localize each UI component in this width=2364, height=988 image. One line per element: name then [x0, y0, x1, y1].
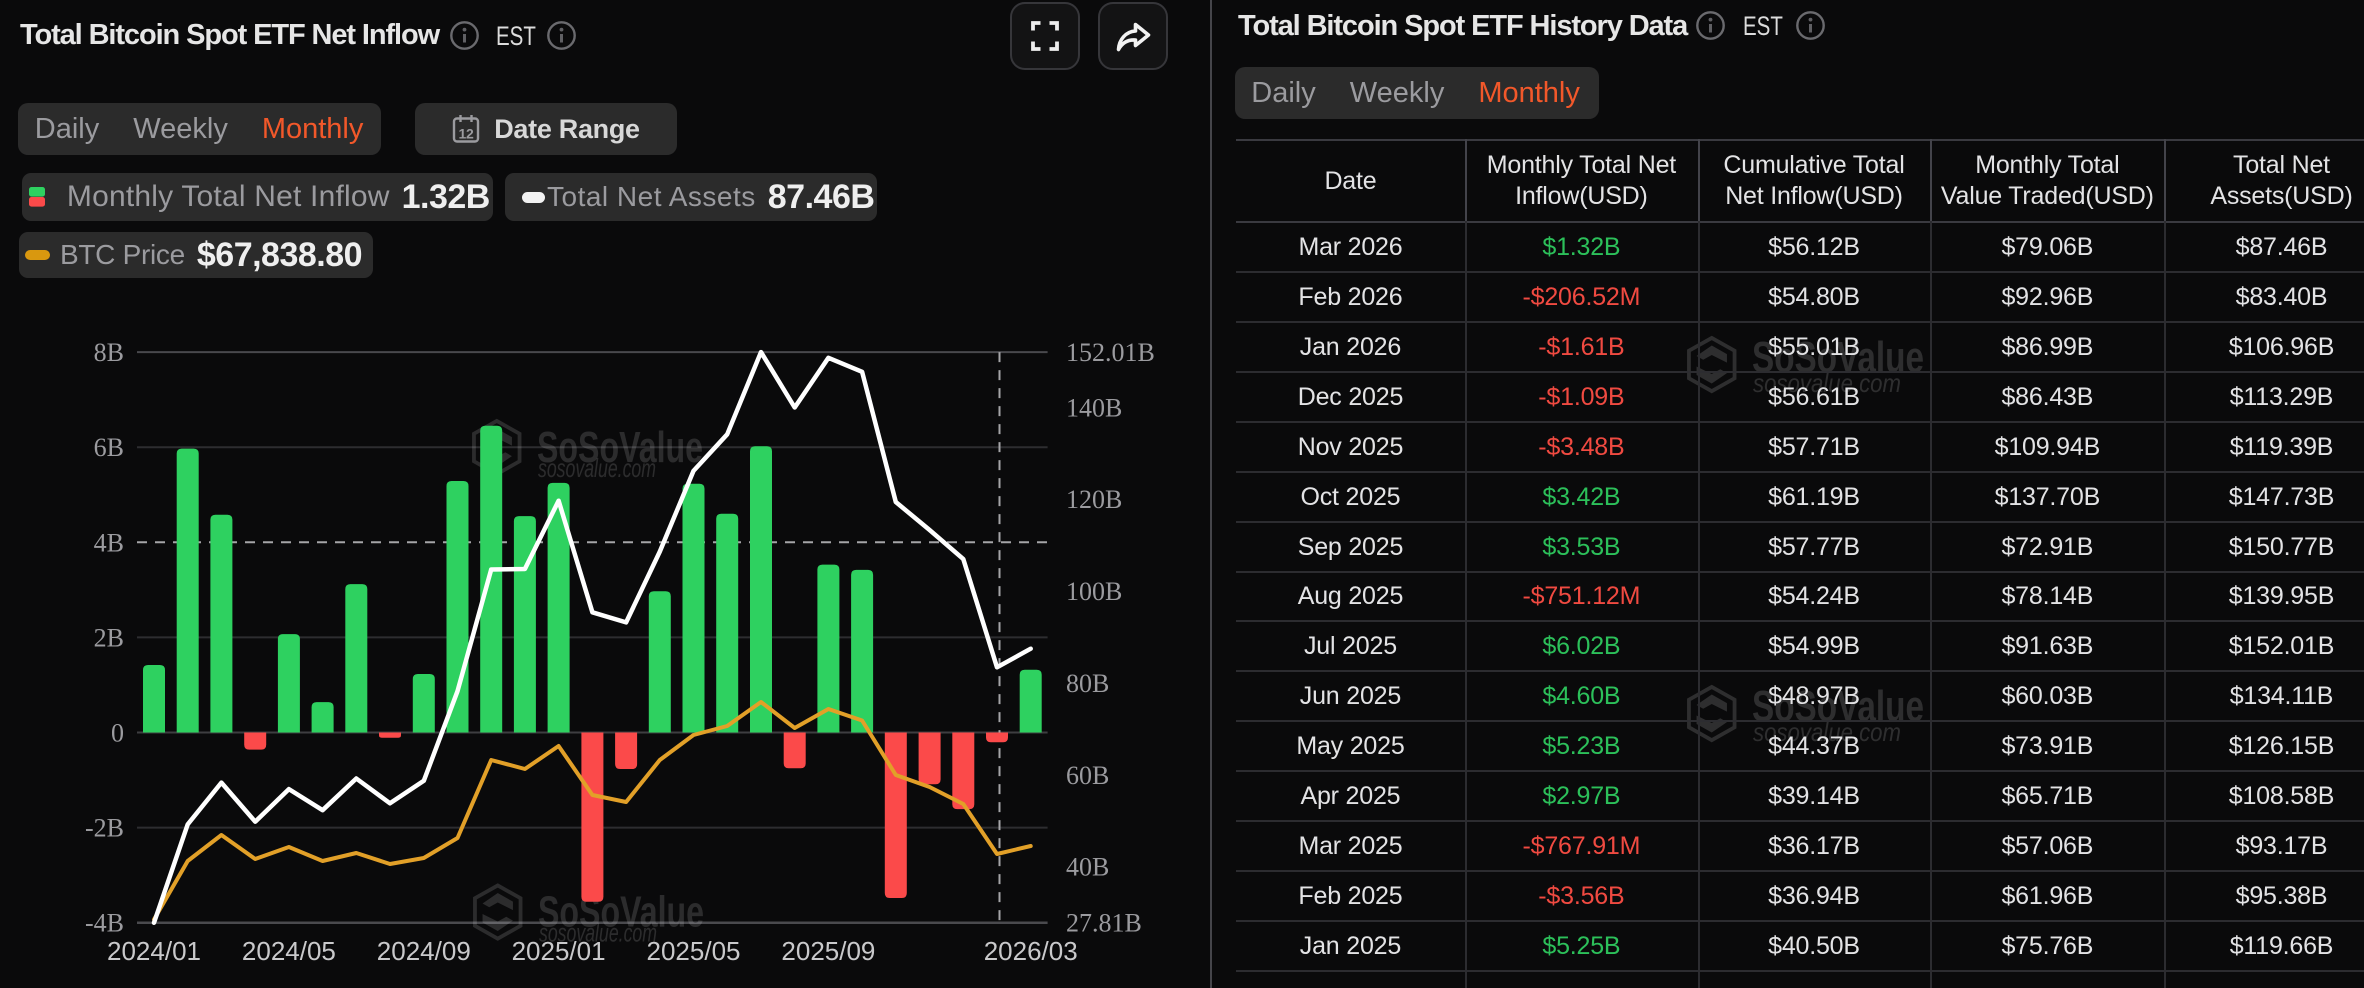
svg-text:sosovalue.com: sosovalue.com — [1753, 368, 1901, 398]
svg-text:SoSoValue: SoSoValue — [1752, 333, 1924, 382]
svg-text:27.81B: 27.81B — [1066, 909, 1142, 938]
svg-text:60B: 60B — [1066, 761, 1109, 790]
svg-text:SoSoValue: SoSoValue — [537, 423, 703, 472]
svg-text:100B: 100B — [1066, 577, 1122, 606]
svg-text:-2B: -2B — [85, 814, 124, 843]
svg-text:4B: 4B — [94, 528, 124, 557]
svg-text:40B: 40B — [1066, 853, 1109, 882]
svg-text:12: 12 — [459, 126, 474, 142]
svg-text:2024/05: 2024/05 — [242, 936, 336, 966]
svg-text:SoSoValue: SoSoValue — [1752, 682, 1924, 731]
svg-text:120B: 120B — [1066, 485, 1122, 514]
svg-text:6B: 6B — [94, 433, 124, 462]
svg-text:2025/05: 2025/05 — [647, 936, 741, 966]
svg-text:2025/09: 2025/09 — [781, 936, 875, 966]
svg-text:2026/03: 2026/03 — [984, 936, 1078, 966]
svg-text:sosovalue.com: sosovalue.com — [538, 453, 656, 483]
svg-text:2024/09: 2024/09 — [377, 936, 471, 966]
svg-text:140B: 140B — [1066, 393, 1122, 422]
svg-text:80B: 80B — [1066, 669, 1109, 698]
svg-text:0: 0 — [111, 719, 124, 748]
svg-text:152.01B: 152.01B — [1066, 338, 1155, 367]
svg-text:SoSoValue: SoSoValue — [538, 888, 704, 937]
svg-text:2024/01: 2024/01 — [107, 936, 201, 966]
svg-text:2B: 2B — [94, 623, 124, 652]
svg-text:8B: 8B — [94, 338, 124, 367]
svg-text:sosovalue.com: sosovalue.com — [539, 918, 657, 948]
svg-text:-4B: -4B — [85, 909, 124, 938]
svg-text:2025/01: 2025/01 — [512, 936, 606, 966]
